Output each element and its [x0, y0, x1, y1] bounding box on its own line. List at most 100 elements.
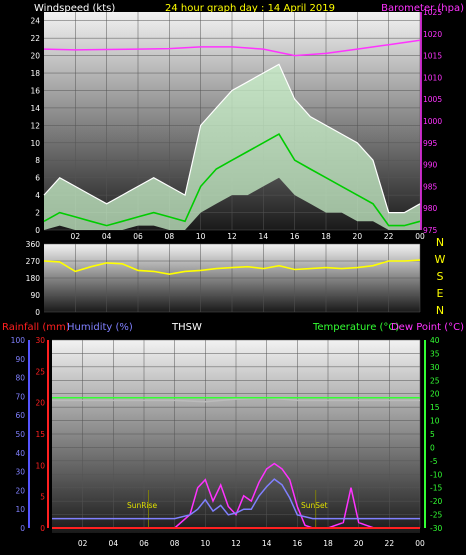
barometer-tick-label: 995 — [423, 139, 438, 148]
temp-x-tick-label: 02 — [78, 539, 88, 548]
barometer-tick-label: 1015 — [423, 52, 442, 61]
compass-label: S — [437, 270, 444, 283]
temp-tick-label: 20 — [430, 390, 440, 399]
barometer-tick-label: 980 — [423, 204, 438, 213]
temp-tick-label: -5 — [430, 457, 438, 466]
compass-label: N — [436, 304, 444, 317]
compass-label: W — [435, 253, 446, 266]
wind-x-tick-label: 10 — [196, 232, 206, 241]
barometer-tick-label: 975 — [423, 226, 438, 235]
temp-tick-label: 35 — [430, 349, 440, 358]
temp-tick-label: 30 — [430, 363, 440, 372]
barometer-tick-label: 1025 — [423, 8, 442, 17]
humidity-tick-label: 20 — [15, 486, 25, 495]
rain-tick-label: 20 — [35, 399, 45, 408]
humidity-tick-label: 10 — [15, 505, 25, 514]
dewpoint-line — [52, 396, 420, 403]
barometer-tick-label: 1005 — [423, 95, 442, 104]
temp-tick-label: 15 — [430, 403, 440, 412]
temp-x-tick-label: 06 — [139, 539, 149, 548]
wind-x-tick-label: 00 — [415, 232, 425, 241]
barometer-tick-label: 1000 — [423, 117, 442, 126]
temp-x-tick-label: 00 — [415, 539, 425, 548]
barometer-tick-label: 990 — [423, 161, 438, 170]
humidity-tick-label: 70 — [15, 392, 25, 401]
wind-x-tick-label: 14 — [259, 232, 269, 241]
wind-tick-label: 18 — [30, 69, 40, 78]
temp-tick-label: -15 — [430, 484, 442, 493]
rain-tick-label: 0 — [40, 524, 45, 533]
temp-x-tick-label: 12 — [231, 539, 241, 548]
barometer-line — [43, 39, 421, 57]
rainfall-axis-title: Rainfall (mm) — [2, 322, 70, 333]
temp-tick-label: 25 — [430, 376, 440, 385]
humidity-line — [52, 478, 420, 520]
temp-tick-label: 0 — [430, 443, 435, 452]
temp-tick-label: -20 — [430, 497, 442, 506]
temp-tick-label: 10 — [430, 417, 440, 426]
humidity-tick-label: 40 — [15, 449, 25, 458]
wind-tick-label: 4 — [35, 191, 40, 200]
rain-tick-label: 5 — [40, 493, 45, 502]
temp-x-tick-label: 10 — [201, 539, 211, 548]
temp-x-tick-label: 04 — [109, 539, 119, 548]
temp-x-tick-label: 18 — [323, 539, 333, 548]
wind-tick-label: 0 — [35, 226, 40, 235]
barometer-tick-label: 1020 — [423, 30, 442, 39]
wind-x-tick-label: 16 — [290, 232, 300, 241]
wind-tick-label: 6 — [35, 174, 40, 183]
wind-x-tick-label: 08 — [165, 232, 175, 241]
chart-title: 24 hour graph day : 14 April 2019 — [165, 3, 335, 14]
direction-tick-label: 270 — [26, 257, 41, 266]
temp-tick-label: 5 — [430, 430, 435, 439]
humidity-tick-label: 100 — [11, 336, 26, 345]
compass-label: N — [436, 236, 444, 249]
wind-tick-label: 16 — [30, 86, 40, 95]
temp-tick-label: -30 — [430, 524, 442, 533]
humidity-tick-label: 30 — [15, 468, 25, 477]
wind-gust-line — [43, 63, 421, 214]
rain-tick-label: 30 — [35, 336, 45, 345]
wind-tick-label: 8 — [35, 156, 40, 165]
humidity-tick-label: 80 — [15, 374, 25, 383]
wind-tick-label: 12 — [30, 121, 40, 130]
direction-tick-label: 0 — [35, 308, 40, 317]
temp-tick-label: -25 — [430, 511, 442, 520]
wind-range-area — [44, 64, 420, 230]
thsw-axis-title: THSW — [171, 322, 202, 333]
temp-tick-label: -10 — [430, 470, 442, 479]
humidity-tick-label: 90 — [15, 355, 25, 364]
humidity-tick-label: 50 — [15, 430, 25, 439]
wind-tick-label: 22 — [30, 34, 40, 43]
temperature-axis-title: Temperature (°C) — [312, 322, 399, 333]
barometer-tick-label: 985 — [423, 182, 438, 191]
direction-tick-label: 180 — [26, 274, 41, 283]
wind-tick-label: 20 — [30, 52, 40, 61]
humidity-tick-label: 0 — [20, 524, 25, 533]
temp-x-tick-label: 14 — [262, 539, 272, 548]
wind-tick-label: 10 — [30, 139, 40, 148]
barometer-tick-label: 1010 — [423, 73, 442, 82]
wind-x-tick-label: 02 — [71, 232, 81, 241]
temp-x-tick-label: 16 — [293, 539, 303, 548]
rain-tick-label: 25 — [35, 367, 45, 376]
wind-average-line — [43, 133, 421, 227]
barometer-axis-title: Barometer (hpa) — [381, 3, 464, 14]
temp-x-tick-label: 22 — [385, 539, 395, 548]
wind-x-tick-label: 06 — [133, 232, 143, 241]
wind-x-tick-label: 12 — [227, 232, 237, 241]
rain-tick-label: 15 — [35, 430, 45, 439]
wind-direction-line — [43, 259, 421, 276]
temp-x-tick-label: 08 — [170, 539, 180, 548]
dewpoint-axis-title: Dew Point (°C) — [391, 322, 464, 333]
rain-tick-label: 10 — [35, 461, 45, 470]
wind-x-tick-label: 04 — [102, 232, 112, 241]
thsw-line — [52, 462, 420, 529]
wind-x-tick-label: 20 — [353, 232, 363, 241]
wind-x-tick-label: 22 — [384, 232, 394, 241]
sunset-label: SunSet — [301, 501, 328, 510]
wind-tick-label: 14 — [30, 104, 40, 113]
wind-tick-label: 24 — [30, 17, 40, 26]
wind-tick-label: 2 — [35, 209, 40, 218]
